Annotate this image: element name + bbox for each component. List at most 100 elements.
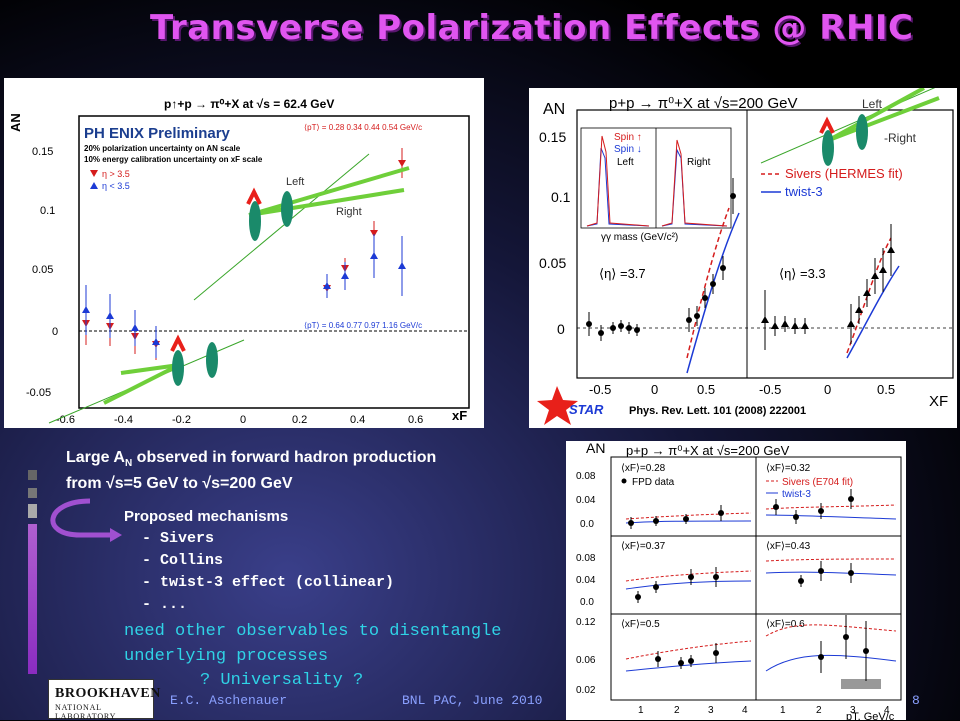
y-tick: 0.15 <box>32 146 53 158</box>
phenix-data-points <box>82 148 406 360</box>
y-tick: 0.05 <box>32 264 53 276</box>
x-tick: -0.2 <box>172 414 191 426</box>
data-point <box>801 322 809 329</box>
inset-right: Right <box>687 157 711 168</box>
proton-icon <box>172 350 184 386</box>
footer-event: BNL PAC, June 2010 <box>402 693 543 708</box>
data-point <box>713 650 719 656</box>
xf-label: ⟨xF⟩=0.43 <box>766 541 811 552</box>
fpd-plot-panel: AN p+p → π⁰+X at √s=200 GeV 0.08 0.04 0.… <box>566 441 906 720</box>
data-point <box>598 330 604 336</box>
twist3-curve <box>846 265 900 359</box>
data-point <box>771 322 779 329</box>
brookhaven-logo: BROOKHAVEN NATIONAL LABORATORY <box>48 679 160 721</box>
data-point <box>635 594 641 600</box>
deco-bar <box>28 504 37 518</box>
y-tick: 0.05 <box>539 255 566 271</box>
data-point <box>370 252 378 259</box>
y-tick: 0.04 <box>576 495 596 506</box>
phenix-logo: PH ENIX Preliminary <box>84 125 231 142</box>
data-point <box>688 574 694 580</box>
sivers-curve <box>686 207 730 359</box>
fpd-plot: AN p+p → π⁰+X at √s=200 GeV 0.08 0.04 0.… <box>576 441 902 720</box>
plot-frame <box>78 115 470 409</box>
right-label: -Right <box>884 131 917 145</box>
data-point <box>848 570 854 576</box>
legend-sivers: Sivers (HERMES fit) <box>785 166 903 181</box>
data-point <box>610 325 616 331</box>
logo-main: BROOKHAVEN <box>55 686 161 701</box>
star-data-points <box>586 178 895 350</box>
data-point <box>730 193 736 199</box>
y-tick: 0.1 <box>551 189 571 205</box>
twist3-curve <box>625 660 752 672</box>
data-point <box>152 338 160 345</box>
data-point <box>688 658 694 664</box>
x-axis-label: XF <box>929 393 948 410</box>
y-tick: 0.04 <box>576 575 596 586</box>
y-tick: 0.0 <box>580 519 594 530</box>
y-tick: 0.0 <box>580 597 594 608</box>
inset-curve-down <box>586 147 650 227</box>
data-point <box>702 295 708 301</box>
xf-label: ⟨xF⟩=0.32 <box>766 463 811 474</box>
deco-bar <box>28 524 37 674</box>
data-point <box>855 306 863 313</box>
xf-label: ⟨xF⟩=0.28 <box>621 463 666 474</box>
twist3-curve <box>625 520 752 524</box>
xf-label: ⟨xF⟩=0.37 <box>621 541 666 552</box>
data-point <box>871 272 879 279</box>
proton-icon <box>856 114 868 150</box>
y-tick: 0 <box>557 321 565 337</box>
data-point <box>793 514 799 520</box>
mechanisms-title: Proposed mechanisms <box>124 508 289 525</box>
twist3-curve <box>625 580 752 590</box>
data-point <box>761 316 769 323</box>
legend-marker-red <box>90 170 98 177</box>
legend-data: FPD data <box>632 477 675 488</box>
data-point <box>694 313 700 319</box>
x-tick: 4 <box>742 705 748 716</box>
data-point <box>781 320 789 327</box>
proton-icon <box>249 201 261 241</box>
sivers-curve <box>625 640 752 660</box>
data-point <box>847 320 855 327</box>
phenix-note: 20% polarization uncertainty on AN scale <box>84 144 241 153</box>
twist3-curve <box>765 654 897 672</box>
x-tick: 0.2 <box>292 414 307 426</box>
footer-author: E.C. Aschenauer <box>170 693 288 708</box>
x-tick: -0.6 <box>56 414 75 426</box>
inset-curve-up <box>586 135 650 227</box>
x-tick: 0.5 <box>697 382 715 397</box>
proton-icon <box>281 191 293 227</box>
need-text-1: need other observables to disentangle <box>124 622 502 641</box>
deco-bar <box>28 470 37 480</box>
data-point <box>323 282 331 289</box>
data-point <box>626 325 632 331</box>
green-arrow-right-2 <box>248 188 405 217</box>
y-tick: 0.15 <box>539 129 566 145</box>
phenix-title: p↑+p → π⁰+X at √s = 62.4 GeV <box>164 97 334 111</box>
twist3-curve <box>686 212 740 374</box>
eta-label-right: ⟨η⟩ =3.3 <box>779 266 826 281</box>
data-point <box>818 568 824 574</box>
beam-line <box>193 153 370 301</box>
data-point <box>653 518 659 524</box>
data-point <box>713 574 719 580</box>
phenix-plot-panel: 0.15 0.1 0.05 0 -0.05 AN -0.6 -0.4 -0.2 … <box>4 78 484 428</box>
data-point <box>879 266 887 273</box>
x-tick: 1 <box>780 705 786 716</box>
data-point <box>720 265 726 271</box>
x-axis-label: pT, GeV/c <box>846 711 895 720</box>
x-tick: 0.5 <box>877 382 895 397</box>
slide-title: Transverse Polarization Effects @ RHIC <box>150 8 914 48</box>
sivers-curve <box>846 237 892 354</box>
legend-sivers: Sivers (E704 fit) <box>782 477 853 488</box>
spin-up-arrow-icon <box>246 187 262 205</box>
y-tick: 0.08 <box>576 471 596 482</box>
data-point <box>678 660 684 666</box>
x-tick: 2 <box>674 705 680 716</box>
y-axis-label: AN <box>8 113 23 132</box>
sivers-curve <box>625 570 752 582</box>
mechanism-item: - Collins <box>142 552 224 569</box>
